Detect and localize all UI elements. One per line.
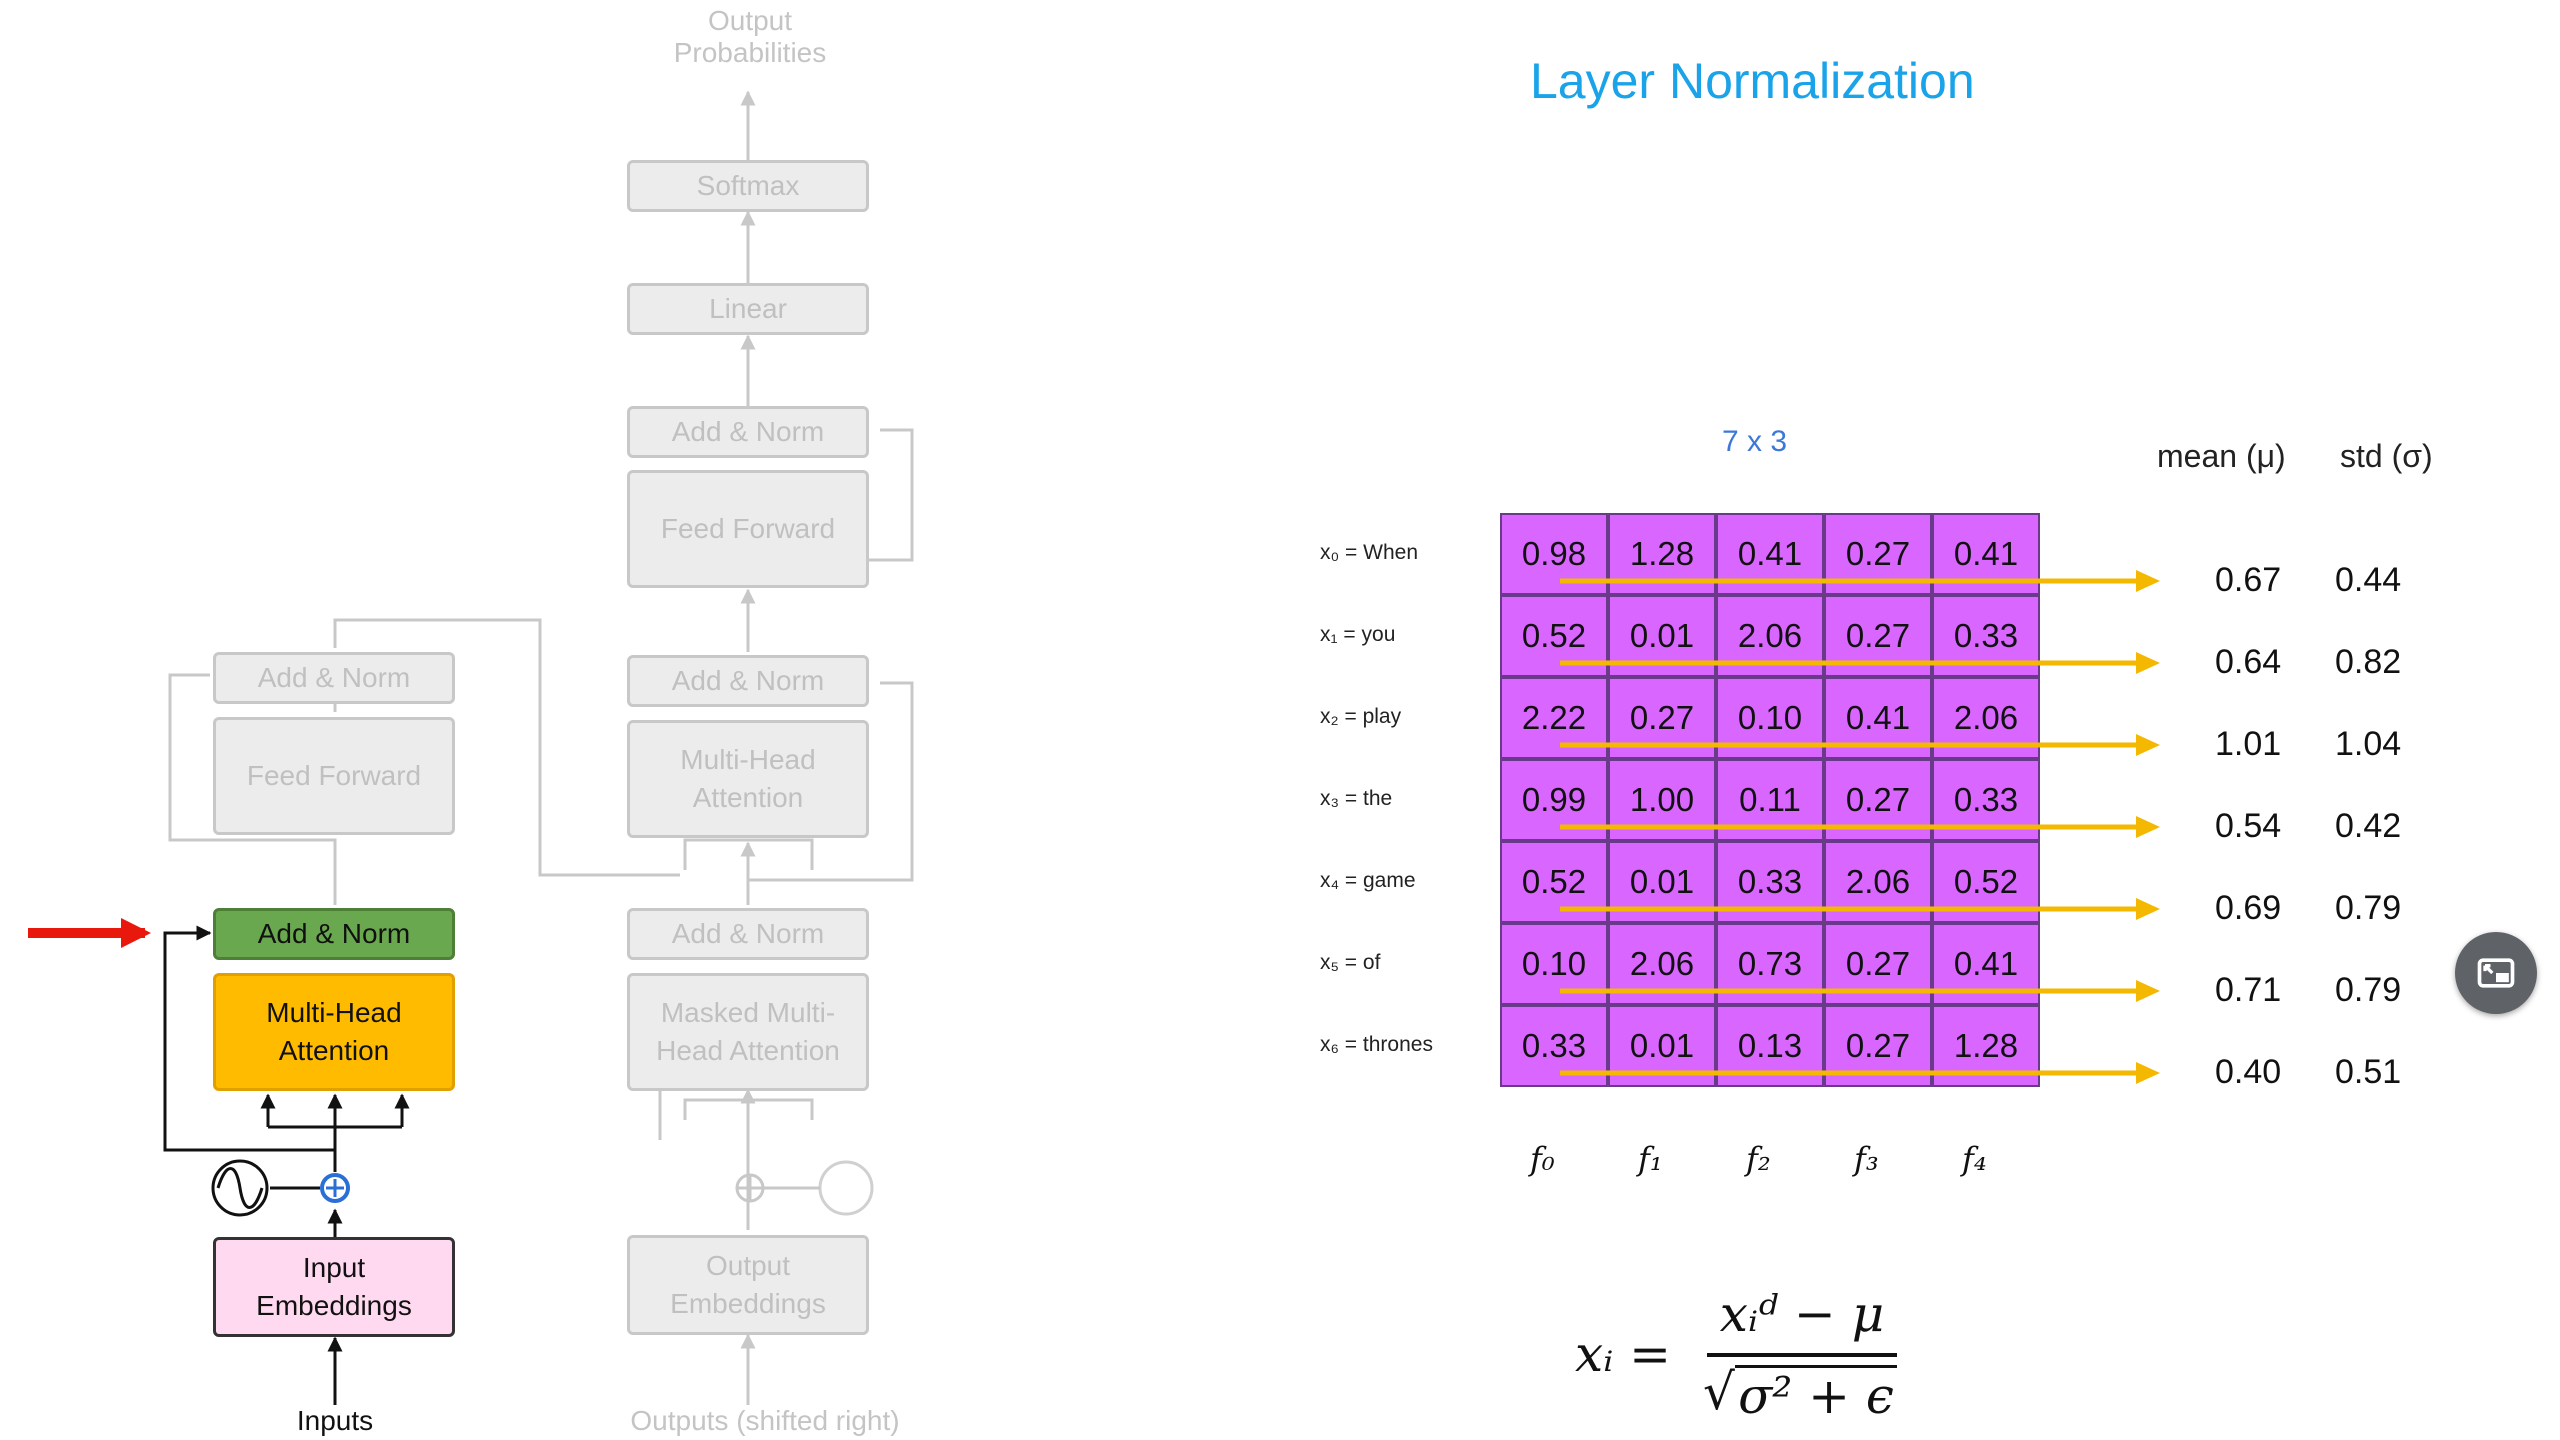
pip-exit-icon <box>2477 958 2515 988</box>
input-embeddings: Input Embeddings <box>213 1237 455 1337</box>
encoder-add-norm-top: Add & Norm <box>213 652 455 704</box>
row-label: x₀ = When <box>1320 541 1419 564</box>
row-mean: 0.67 <box>2215 561 2282 599</box>
row-label: x₄ = game <box>1320 869 1416 892</box>
row-mean: 0.54 <box>2215 807 2282 845</box>
layer-normalization-title: Layer Normalization <box>1530 53 1975 109</box>
output-probabilities-label: Output Probabilities <box>673 5 827 68</box>
row-arrow-head <box>2136 734 2160 756</box>
sine-wave-icon <box>211 1159 269 1217</box>
decoder-feed-forward: Feed Forward <box>627 470 869 588</box>
matrix-dimensions: 7 x 3 <box>1722 425 1788 458</box>
fraction-bar <box>1707 1353 1897 1357</box>
row-mean: 0.64 <box>2215 643 2282 681</box>
column-label: f₂ <box>1746 1140 1771 1178</box>
row-label: x₂ = play <box>1320 705 1402 728</box>
column-label: f₀ <box>1530 1140 1555 1178</box>
decoder-add-norm-middle: Add & Norm <box>627 655 869 707</box>
row-label: x₅ = of <box>1320 951 1381 974</box>
formula-numerator: xᵢᵈ − μ <box>1719 1285 1885 1343</box>
matrix-cell: 0.52 <box>1500 841 1608 923</box>
decoder-multi-head-attention: Multi-Head Attention <box>627 720 869 838</box>
row-std: 0.51 <box>2335 1053 2402 1091</box>
row-arrow-head <box>2136 898 2160 920</box>
row-label: x₁ = you <box>1320 623 1396 646</box>
row-arrow-head <box>2136 1062 2160 1084</box>
row-std: 0.82 <box>2335 643 2402 681</box>
output-embeddings: Output Embeddings <box>627 1235 869 1335</box>
row-mean: 0.69 <box>2215 889 2282 927</box>
row-mean: 0.40 <box>2215 1053 2282 1091</box>
outputs-shifted-label: Outputs (shifted right) <box>630 1405 900 1436</box>
row-mean: 0.71 <box>2215 971 2282 1009</box>
matrix-cell: 0.27 <box>1824 759 1932 841</box>
column-label: f₃ <box>1854 1140 1879 1178</box>
row-mean: 1.01 <box>2215 725 2282 763</box>
decoder-add-norm-bottom: Add & Norm <box>627 908 869 960</box>
row-arrow-head <box>2136 980 2160 1002</box>
row-std: 0.79 <box>2335 971 2402 1009</box>
row-std: 0.44 <box>2335 561 2402 599</box>
sqrt-overline <box>1735 1365 1897 1368</box>
decoder-add-norm-top: Add & Norm <box>627 406 869 458</box>
row-arrow-head <box>2136 816 2160 838</box>
encoder-feed-forward: Feed Forward <box>213 717 455 835</box>
matrix-cell: 0.99 <box>1500 759 1608 841</box>
matrix-cell: 0.98 <box>1500 513 1608 595</box>
row-std: 0.79 <box>2335 889 2402 927</box>
std-header: std (σ) <box>2340 438 2433 474</box>
linear-block: Linear <box>627 283 869 335</box>
encoder-add-norm-active: Add & Norm <box>213 908 455 960</box>
encoder-multi-head-attention: Multi-Head Attention <box>213 973 455 1091</box>
column-label: f₁ <box>1638 1140 1663 1178</box>
row-arrow-head <box>2136 570 2160 592</box>
masked-multi-head-attention: Masked Multi- Head Attention <box>627 973 869 1091</box>
mean-header: mean (μ) <box>2157 438 2286 474</box>
row-label: x₃ = the <box>1320 787 1393 810</box>
formula-denominator: σ² + ϵ <box>1738 1367 1894 1425</box>
row-std: 1.04 <box>2335 725 2402 763</box>
normalization-formula: xᵢ = xᵢᵈ − μ √ σ² + ϵ <box>1575 1285 1897 1425</box>
transformer-connectors <box>28 90 914 1405</box>
column-label: f₄ <box>1962 1140 1987 1178</box>
pip-exit-button[interactable] <box>2455 932 2537 1014</box>
row-arrow-head <box>2136 652 2160 674</box>
row-std: 0.42 <box>2335 807 2402 845</box>
formula-lhs: xᵢ = <box>1575 1325 1672 1383</box>
inputs-label: Inputs <box>296 1405 374 1436</box>
softmax-block: Softmax <box>627 160 869 212</box>
row-label: x₆ = thrones <box>1320 1033 1433 1056</box>
formula-sqrt-sign: √ <box>1703 1363 1735 1421</box>
